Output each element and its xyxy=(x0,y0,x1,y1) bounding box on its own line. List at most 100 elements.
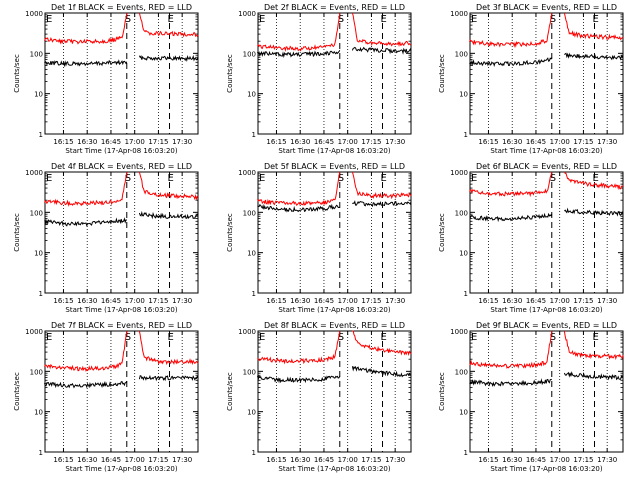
x-tick-label: 17:00 xyxy=(338,297,358,305)
y-tick-label: 100 xyxy=(455,209,468,217)
series-line-events xyxy=(257,203,340,213)
y-tick-label: 100 xyxy=(30,50,43,58)
marker-label-s: S xyxy=(338,14,344,25)
y-axis-label: Counts/sec xyxy=(226,213,234,252)
chart-title: Det 5f BLACK = Events, RED = LLD xyxy=(264,162,405,171)
series-line-events xyxy=(44,59,128,68)
y-tick-label: 1000 xyxy=(25,328,43,336)
y-axis-label: Counts/sec xyxy=(438,54,446,93)
marker-label-s: S xyxy=(338,173,344,184)
x-tick-label: 17:15 xyxy=(148,138,168,146)
marker-label-e: E xyxy=(381,332,387,343)
x-tick-label: 16:15 xyxy=(478,456,498,464)
x-tick-label: 16:30 xyxy=(77,456,97,464)
marker-label-s: S xyxy=(125,14,131,25)
chart-title: Det 4f BLACK = Events, RED = LLD xyxy=(51,162,192,171)
x-tick-label: 17:00 xyxy=(550,297,570,305)
marker-label-s: S xyxy=(338,332,344,343)
y-tick-label: 1000 xyxy=(25,10,43,18)
marker-label-start-edge: E xyxy=(46,332,52,343)
y-tick-label: 1 xyxy=(252,290,256,298)
series-line-lld xyxy=(44,330,128,373)
x-tick-label: 16:15 xyxy=(266,297,286,305)
y-tick-label: 1000 xyxy=(238,169,256,177)
series-line-events xyxy=(564,52,624,61)
plot-frame xyxy=(257,171,412,294)
marker-label-s: S xyxy=(125,332,131,343)
x-tick-label: 16:45 xyxy=(314,297,334,305)
x-axis-label: Start Time (17-Apr-08 16:03:20) xyxy=(65,147,177,155)
x-tick-label: 16:15 xyxy=(478,297,498,305)
chart-title: Det 1f BLACK = Events, RED = LLD xyxy=(51,3,192,12)
x-tick-label: 17:00 xyxy=(125,456,145,464)
x-tick-label: 16:15 xyxy=(53,456,73,464)
x-tick-label: 16:15 xyxy=(478,138,498,146)
plot-frame xyxy=(469,330,624,453)
plot-frame xyxy=(257,330,412,453)
marker-label-s: S xyxy=(550,332,556,343)
x-tick-label: 17:15 xyxy=(148,456,168,464)
x-axis-label: Start Time (17-Apr-08 16:03:20) xyxy=(490,147,602,155)
series-line-lld xyxy=(469,171,553,198)
series-line-events xyxy=(469,378,552,388)
series-line-events xyxy=(257,49,341,59)
y-tick-label: 100 xyxy=(243,50,256,58)
x-tick-label: 16:30 xyxy=(77,138,97,146)
x-tick-label: 17:15 xyxy=(361,138,381,146)
x-tick-label: 16:45 xyxy=(314,138,334,146)
series-line-lld xyxy=(257,12,341,52)
plot-frame xyxy=(44,12,199,135)
marker-label-e: E xyxy=(593,14,599,25)
y-tick-label: 10 xyxy=(34,409,43,417)
series-line-events xyxy=(138,374,199,382)
x-tick-label: 17:00 xyxy=(338,456,358,464)
chart-title: Det 3f BLACK = Events, RED = LLD xyxy=(476,3,617,12)
y-tick-label: 1000 xyxy=(450,328,468,336)
marker-label-s: S xyxy=(550,14,556,25)
y-tick-label: 1 xyxy=(252,131,256,139)
x-tick-label: 17:15 xyxy=(573,456,593,464)
chart-panel: Det 8f BLACK = Events, RED = LLD 16:15 16:… xyxy=(226,321,412,473)
y-tick-label: 1 xyxy=(464,131,468,139)
marker-label-start-edge: E xyxy=(46,173,52,184)
y-axis-label: Counts/sec xyxy=(226,54,234,93)
marker-label-start-edge: E xyxy=(471,14,477,25)
x-axis-label: Start Time (17-Apr-08 16:03:20) xyxy=(278,306,390,314)
plot-frame xyxy=(44,330,199,453)
series-line-lld xyxy=(469,12,553,48)
plot-frame xyxy=(44,171,199,294)
y-tick-label: 10 xyxy=(247,409,256,417)
series-line-lld xyxy=(138,171,199,201)
plot-frame xyxy=(469,171,624,294)
x-tick-label: 17:30 xyxy=(597,297,617,305)
chart-panel: Det 7f BLACK = Events, RED = LLD 16:15 16:… xyxy=(13,321,199,473)
y-axis-label: Counts/sec xyxy=(438,213,446,252)
x-tick-label: 17:00 xyxy=(550,456,570,464)
y-tick-label: 100 xyxy=(455,368,468,376)
series-line-lld xyxy=(563,171,624,191)
x-tick-label: 16:30 xyxy=(502,456,522,464)
y-tick-label: 1000 xyxy=(450,10,468,18)
x-axis-label: Start Time (17-Apr-08 16:03:20) xyxy=(278,147,390,155)
y-axis-label: Counts/sec xyxy=(226,372,234,411)
series-line-events xyxy=(469,212,553,223)
chart-title: Det 8f BLACK = Events, RED = LLD xyxy=(264,321,405,330)
x-tick-label: 17:30 xyxy=(385,138,405,146)
series-line-events xyxy=(44,217,127,228)
x-tick-label: 17:00 xyxy=(125,138,145,146)
plot-frame xyxy=(469,12,624,135)
series-line-events xyxy=(564,207,624,217)
y-tick-label: 1000 xyxy=(238,328,256,336)
marker-label-e: E xyxy=(168,173,174,184)
series-line-lld xyxy=(563,330,624,361)
x-tick-label: 16:30 xyxy=(77,297,97,305)
y-tick-label: 100 xyxy=(455,50,468,58)
x-tick-label: 16:45 xyxy=(526,456,546,464)
marker-label-s: S xyxy=(550,173,556,184)
x-tick-label: 17:15 xyxy=(573,138,593,146)
y-tick-label: 10 xyxy=(459,91,468,99)
chart-title: Det 6f BLACK = Events, RED = LLD xyxy=(476,162,617,171)
x-tick-label: 16:30 xyxy=(290,297,310,305)
x-tick-label: 17:30 xyxy=(172,456,192,464)
x-tick-label: 17:30 xyxy=(172,138,192,146)
